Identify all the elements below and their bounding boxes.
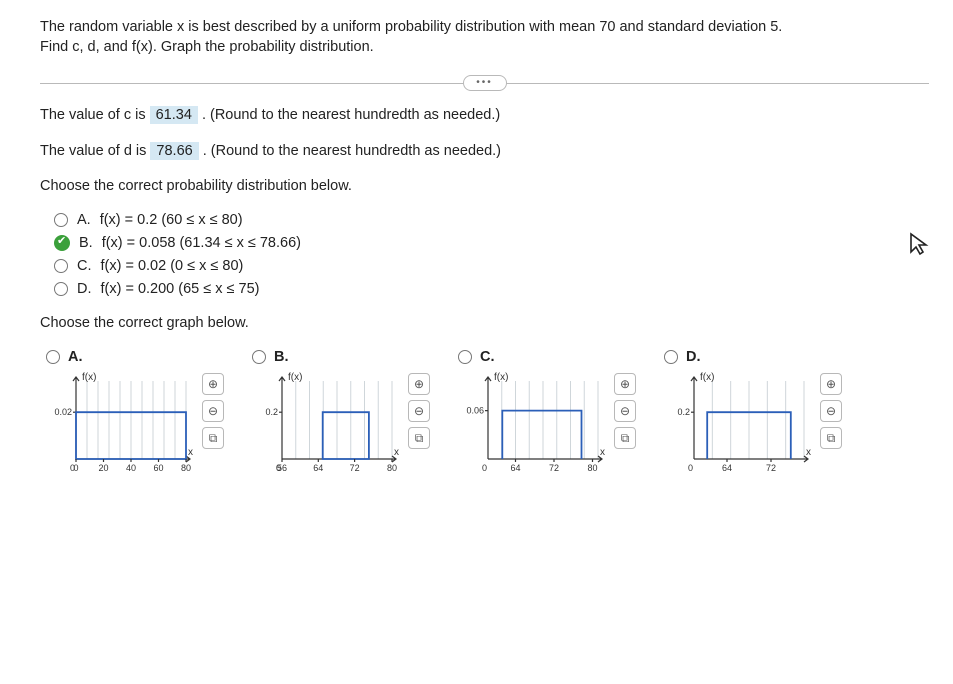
svg-text:0: 0 — [688, 463, 693, 473]
popout-icon[interactable]: ⧉ — [408, 427, 430, 449]
choice-letter: C. — [77, 258, 92, 274]
choice-b[interactable]: B. f(x) = 0.058 (61.34 ≤ x ≤ 78.66) — [54, 235, 929, 251]
popout-icon[interactable]: ⧉ — [202, 427, 224, 449]
radio-checked-icon[interactable] — [54, 235, 70, 251]
svg-text:20: 20 — [98, 463, 108, 473]
d-input[interactable]: 78.66 — [150, 142, 198, 160]
d-post: . (Round to the nearest hundredth as nee… — [203, 143, 501, 159]
expand-pill[interactable]: ••• — [463, 75, 507, 91]
svg-text:80: 80 — [387, 463, 397, 473]
svg-text:0.2: 0.2 — [677, 407, 690, 417]
svg-text:0.06: 0.06 — [466, 406, 484, 416]
radio-icon[interactable] — [54, 259, 68, 273]
choice-text: f(x) = 0.200 (65 ≤ x ≤ 75) — [101, 281, 260, 297]
svg-text:64: 64 — [313, 463, 323, 473]
zoom-out-icon[interactable]: ⊖ — [614, 400, 636, 422]
chart-svg: f(x) x 0.2 64 72 0 — [664, 369, 814, 479]
question-text: The random variable x is best described … — [40, 18, 929, 57]
zoom-in-icon[interactable]: ⊕ — [408, 373, 430, 395]
zoom-in-icon[interactable]: ⊕ — [820, 373, 842, 395]
distribution-choices: A. f(x) = 0.2 (60 ≤ x ≤ 80) B. f(x) = 0.… — [54, 212, 929, 297]
choice-letter: D. — [77, 281, 92, 297]
choice-letter: B. — [79, 235, 93, 251]
svg-text:x: x — [806, 447, 811, 458]
svg-text:80: 80 — [587, 463, 597, 473]
c-input[interactable]: 61.34 — [150, 106, 198, 124]
cursor-arrow-icon — [909, 232, 929, 256]
radio-icon[interactable] — [54, 213, 68, 227]
graph-option-d[interactable]: D. f(x) x 0.2 64 72 0 ⊕ ⊖ ⧉ — [664, 349, 842, 479]
svg-text:72: 72 — [766, 463, 776, 473]
choice-text: f(x) = 0.058 (61.34 ≤ x ≤ 78.66) — [102, 235, 301, 251]
choice-a[interactable]: A. f(x) = 0.2 (60 ≤ x ≤ 80) — [54, 212, 929, 228]
svg-text:f(x): f(x) — [700, 372, 714, 383]
svg-text:x: x — [600, 447, 605, 458]
chart-svg: f(x) x 0.06 64 72 80 0 — [458, 369, 608, 479]
svg-text:72: 72 — [350, 463, 360, 473]
radio-icon[interactable] — [458, 350, 472, 364]
graph-letter: A. — [68, 349, 83, 365]
graph-option-a[interactable]: A.f(x)x0.020204060800⊕⊖⧉ — [46, 349, 224, 479]
section-divider: ••• — [40, 83, 929, 84]
c-post: . (Round to the nearest hundredth as nee… — [202, 107, 500, 123]
chart-svg: f(x)x0.2566472800 — [252, 369, 402, 479]
svg-text:72: 72 — [549, 463, 559, 473]
svg-text:f(x): f(x) — [82, 372, 96, 383]
choice-text: f(x) = 0.2 (60 ≤ x ≤ 80) — [100, 212, 243, 228]
svg-text:80: 80 — [181, 463, 191, 473]
svg-text:x: x — [394, 447, 399, 458]
choice-d[interactable]: D. f(x) = 0.200 (65 ≤ x ≤ 75) — [54, 281, 929, 297]
radio-icon[interactable] — [664, 350, 678, 364]
question-line2: Find c, d, and f(x). Graph the probabili… — [40, 39, 374, 55]
d-pre: The value of d is — [40, 143, 150, 159]
graph-letter: B. — [274, 349, 289, 365]
svg-text:0: 0 — [70, 463, 75, 473]
svg-text:40: 40 — [126, 463, 136, 473]
svg-text:x: x — [188, 447, 193, 458]
question-line1: The random variable x is best described … — [40, 19, 782, 35]
question-panel: The random variable x is best described … — [0, 0, 953, 684]
value-of-c-line: The value of c is 61.34 . (Round to the … — [40, 106, 929, 124]
c-pre: The value of c is — [40, 107, 150, 123]
graph-option-b[interactable]: B.f(x)x0.2566472800⊕⊖⧉ — [252, 349, 430, 479]
svg-text:f(x): f(x) — [288, 372, 302, 383]
value-of-d-line: The value of d is 78.66 . (Round to the … — [40, 142, 929, 160]
svg-text:f(x): f(x) — [494, 372, 508, 383]
graph-option-c[interactable]: C. f(x) x 0.06 64 72 80 0 ⊕ ⊖ ⧉ — [458, 349, 636, 479]
zoom-in-icon[interactable]: ⊕ — [202, 373, 224, 395]
zoom-in-icon[interactable]: ⊕ — [614, 373, 636, 395]
chart-svg: f(x)x0.020204060800 — [46, 369, 196, 479]
zoom-out-icon[interactable]: ⊖ — [820, 400, 842, 422]
graph-options: A.f(x)x0.020204060800⊕⊖⧉B.f(x)x0.2566472… — [40, 349, 929, 479]
distribution-prompt: Choose the correct probability distribut… — [40, 178, 929, 194]
svg-text:0: 0 — [276, 463, 281, 473]
svg-text:0: 0 — [482, 463, 487, 473]
zoom-out-icon[interactable]: ⊖ — [408, 400, 430, 422]
choice-c[interactable]: C. f(x) = 0.02 (0 ≤ x ≤ 80) — [54, 258, 929, 274]
radio-icon[interactable] — [46, 350, 60, 364]
choice-text: f(x) = 0.02 (0 ≤ x ≤ 80) — [101, 258, 244, 274]
zoom-out-icon[interactable]: ⊖ — [202, 400, 224, 422]
popout-icon[interactable]: ⧉ — [820, 427, 842, 449]
graph-prompt: Choose the correct graph below. — [40, 315, 929, 331]
popout-icon[interactable]: ⧉ — [614, 427, 636, 449]
choice-letter: A. — [77, 212, 91, 228]
radio-icon[interactable] — [54, 282, 68, 296]
svg-text:64: 64 — [510, 463, 520, 473]
svg-text:0.02: 0.02 — [54, 407, 72, 417]
radio-icon[interactable] — [252, 350, 266, 364]
svg-text:0.2: 0.2 — [265, 407, 278, 417]
graph-letter: C. — [480, 349, 495, 365]
svg-text:64: 64 — [722, 463, 732, 473]
graph-letter: D. — [686, 349, 701, 365]
svg-text:60: 60 — [153, 463, 163, 473]
